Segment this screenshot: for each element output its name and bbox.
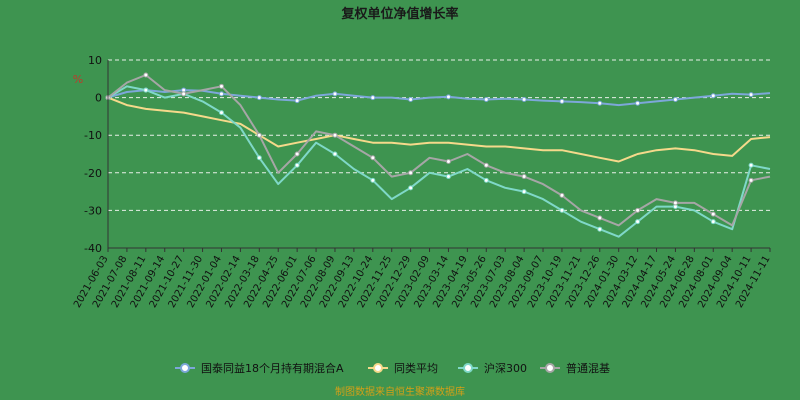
data-point (597, 215, 603, 221)
data-point (445, 94, 451, 100)
data-point (635, 207, 641, 213)
data-point (483, 96, 489, 102)
data-point (559, 98, 565, 104)
chart-footer: 制图数据来自恒生聚源数据库 (335, 385, 465, 398)
data-point (370, 177, 376, 183)
legend-marker-1 (180, 363, 190, 373)
data-point (710, 219, 716, 225)
y-tick-label: 10 (88, 54, 102, 67)
y-tick-label: -20 (84, 167, 102, 180)
y-tick-label: -40 (84, 242, 102, 255)
data-point (256, 132, 262, 138)
data-point (294, 151, 300, 157)
data-point (370, 155, 376, 161)
data-point (218, 91, 224, 97)
data-point (181, 91, 187, 97)
y-tick-label: -10 (84, 129, 102, 142)
data-point (143, 87, 149, 93)
legend-label-3: 沪深300 (484, 361, 527, 375)
data-point (559, 192, 565, 198)
data-point (256, 155, 262, 161)
data-point (521, 96, 527, 102)
chart-title: 复权单位净值增长率 (340, 6, 458, 22)
data-point (559, 207, 565, 213)
legend-label-1: 国泰同益18个月持有期混合A (201, 361, 344, 375)
series-line-4 (107, 74, 771, 227)
data-point (408, 170, 414, 176)
data-point (521, 174, 527, 180)
data-point (521, 189, 527, 195)
series-line-2 (107, 96, 771, 163)
y-tick-label: -30 (84, 204, 102, 217)
data-point (597, 226, 603, 232)
data-point (370, 95, 376, 101)
data-point (597, 100, 603, 106)
series-line-1 (107, 89, 771, 107)
data-point (294, 98, 300, 104)
data-point (408, 185, 414, 191)
data-point (408, 96, 414, 102)
data-point (332, 132, 338, 138)
data-point (635, 100, 641, 106)
series-line-3 (107, 85, 771, 238)
data-point (294, 162, 300, 168)
data-point (710, 211, 716, 217)
y-tick-label: 0 (95, 92, 102, 105)
data-point (748, 92, 754, 98)
legend-marker-4 (545, 363, 555, 373)
data-point (483, 177, 489, 183)
data-point (483, 162, 489, 168)
data-point (672, 96, 678, 102)
series-layer (105, 72, 771, 238)
data-point (218, 83, 224, 89)
data-point (332, 151, 338, 157)
data-point (445, 159, 451, 165)
data-point (710, 93, 716, 99)
legend-label-4: 普通混基 (566, 361, 610, 375)
legend: 国泰同益18个月持有期混合A 同类平均 沪深300 普通混基 (175, 361, 610, 375)
data-point (332, 91, 338, 97)
data-point (635, 219, 641, 225)
data-point (143, 72, 149, 78)
data-point (672, 200, 678, 206)
data-point (256, 95, 262, 101)
data-point (748, 162, 754, 168)
data-point (445, 174, 451, 180)
data-point (218, 110, 224, 116)
legend-label-2: 同类平均 (394, 361, 438, 375)
legend-marker-3 (463, 363, 473, 373)
y-axis-unit: % (73, 73, 83, 86)
data-point (748, 177, 754, 183)
legend-marker-2 (373, 363, 383, 373)
